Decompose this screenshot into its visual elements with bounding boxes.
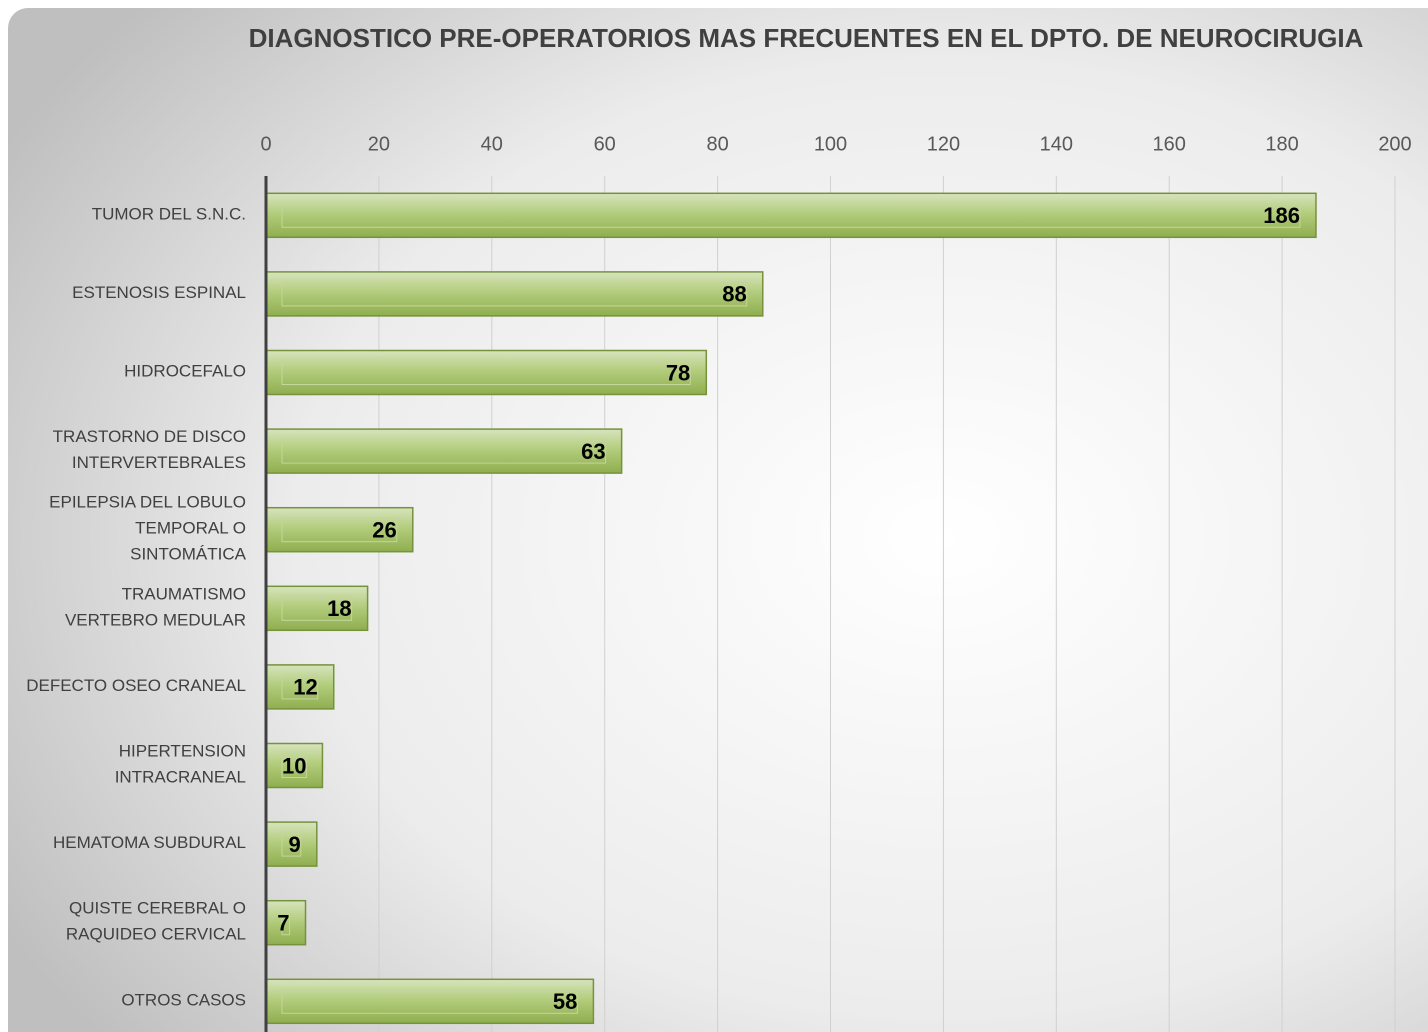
bar xyxy=(265,742,324,789)
x-tick-label: 140 xyxy=(1040,133,1073,155)
data-label: 18 xyxy=(327,596,351,621)
bar-bevel xyxy=(281,360,691,385)
x-tick-label: 60 xyxy=(594,133,616,155)
bar xyxy=(265,899,307,946)
bar-bevel xyxy=(281,438,607,464)
data-label: 10 xyxy=(282,753,306,778)
bar-group xyxy=(265,742,324,789)
x-tick-label: 20 xyxy=(368,133,390,155)
bar-bevel xyxy=(281,753,307,778)
y-tick-label: DEFECTO OSEO CRANEAL xyxy=(26,676,246,695)
x-tick-label: 80 xyxy=(706,133,728,155)
y-tick-label: ESTENOSIS ESPINAL xyxy=(72,283,246,302)
data-label: 63 xyxy=(581,439,605,464)
bar-bevel xyxy=(281,674,319,700)
x-tick-label: 120 xyxy=(927,133,960,155)
bar-bevel xyxy=(281,595,353,621)
data-label: 186 xyxy=(1263,203,1300,228)
bar-group xyxy=(265,821,318,867)
y-tick-label: TUMOR DEL S.N.C. xyxy=(92,205,246,224)
bar xyxy=(265,192,1317,239)
chart-title: DIAGNOSTICO PRE-OPERATORIOS MAS FRECUENT… xyxy=(249,23,1364,53)
y-tick-label: EPILEPSIA DEL LOBULO TEMPORAL O SINTOMÁTIC… xyxy=(49,493,247,564)
bar-group xyxy=(265,428,623,474)
bar-group xyxy=(265,585,369,632)
bar xyxy=(265,506,414,553)
bar-group xyxy=(265,978,595,1025)
x-tick-label: 100 xyxy=(814,133,847,155)
bar xyxy=(265,978,595,1025)
data-label: 26 xyxy=(372,518,396,543)
y-tick-label: OTROS CASOS xyxy=(121,991,246,1010)
y-tick-label: HIDROCEFALO xyxy=(124,362,246,381)
y-tick-label: HIPERTENSION INTRACRANEAL xyxy=(115,742,246,787)
bar-bevel xyxy=(281,281,748,307)
x-tick-label: 160 xyxy=(1153,133,1186,155)
data-label: 88 xyxy=(722,282,746,307)
data-label: 9 xyxy=(289,832,301,857)
bar-group xyxy=(265,192,1317,239)
bar-bevel xyxy=(281,910,291,936)
bar-bevel xyxy=(281,202,1301,228)
data-label: 58 xyxy=(553,989,577,1014)
x-tick-label: 180 xyxy=(1265,133,1298,155)
x-tick-label: 40 xyxy=(481,133,503,155)
bar-bevel xyxy=(281,988,578,1014)
x-tick-label: 0 xyxy=(260,133,271,155)
data-label: 7 xyxy=(277,911,289,936)
bar xyxy=(265,428,623,474)
bar xyxy=(265,821,318,867)
y-tick-label: TRASTORNO DE DISCO INTERVERTEBRALES xyxy=(53,428,246,473)
bar-group xyxy=(265,271,764,317)
y-tick-label: TRAUMATISMO VERTEBRO MEDULAR xyxy=(65,585,246,630)
bar xyxy=(265,349,708,396)
bar-group xyxy=(265,506,414,553)
data-label: 78 xyxy=(666,360,690,385)
data-label: 12 xyxy=(293,675,317,700)
bar xyxy=(265,585,369,632)
bar-group xyxy=(265,899,307,946)
bar-bevel xyxy=(281,831,302,857)
bar-bevel xyxy=(281,517,398,543)
bar xyxy=(265,271,764,317)
x-tick-label: 200 xyxy=(1378,133,1411,155)
y-tick-label: QUISTE CEREBRAL O RAQUIDEO CERVICAL xyxy=(66,899,246,944)
y-tick-label: HEMATOMA SUBDURAL xyxy=(53,834,246,853)
bar-group xyxy=(265,349,708,396)
